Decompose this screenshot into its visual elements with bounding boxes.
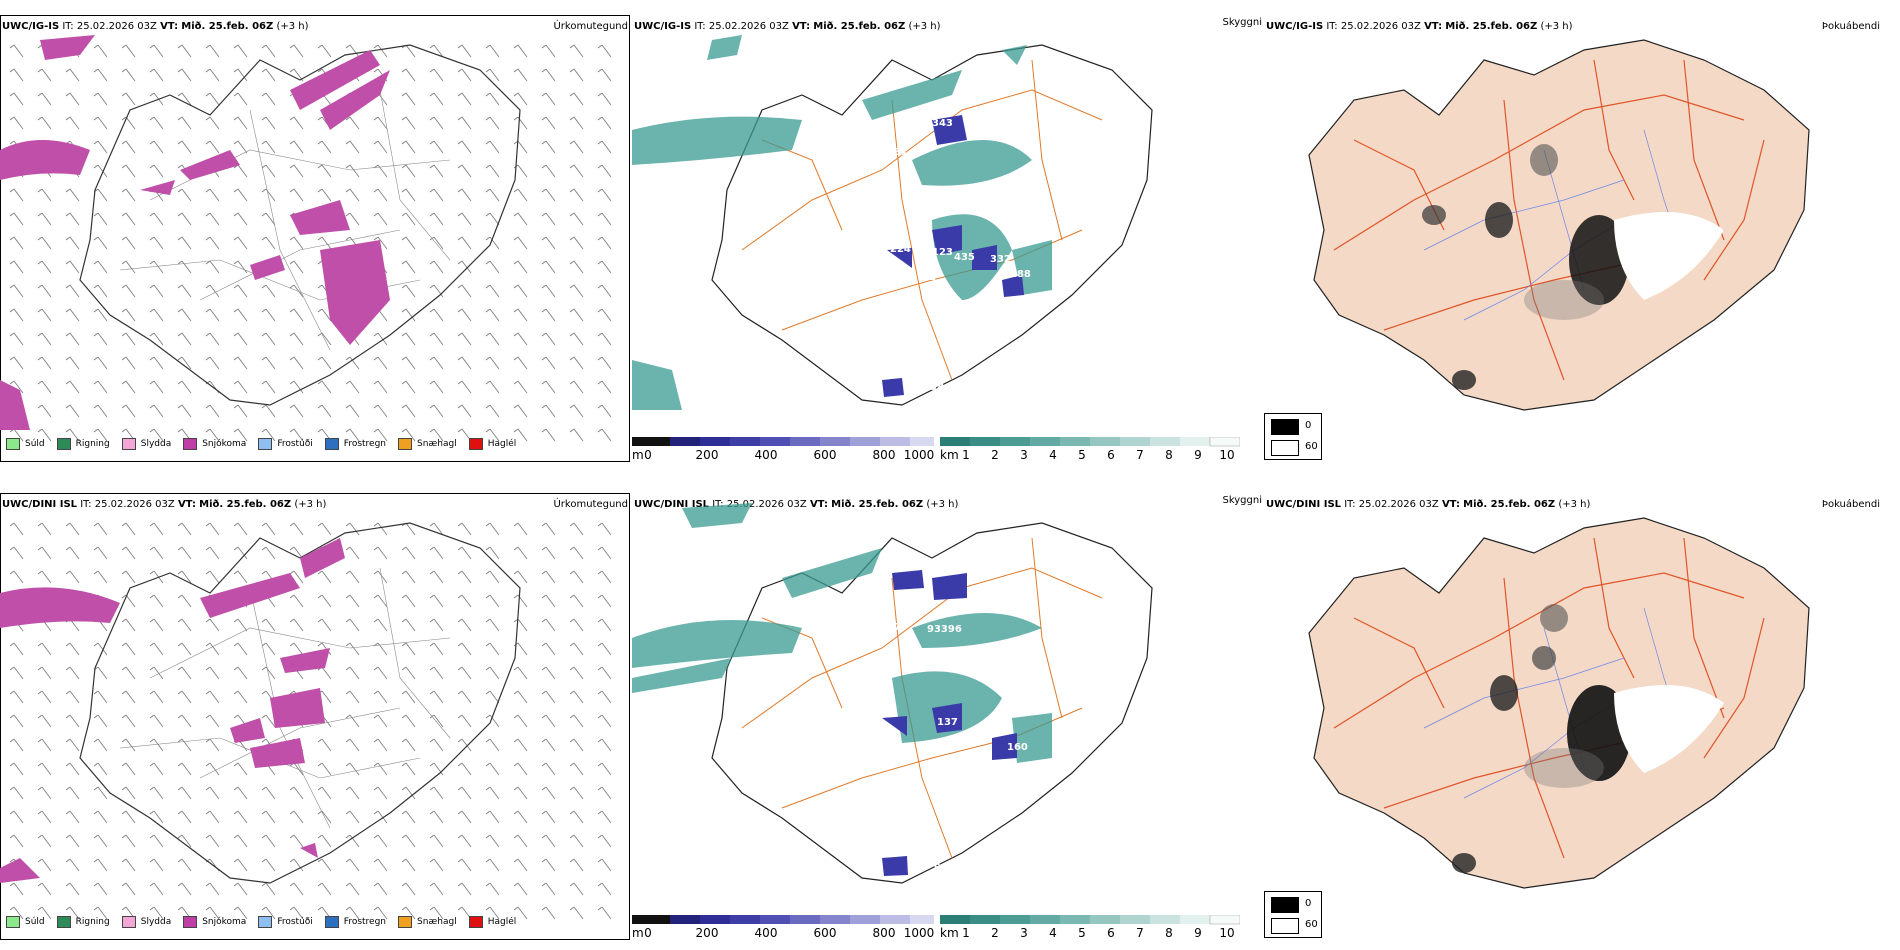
legend-item: Slydda [121, 438, 171, 450]
legend-item: Frostúði [258, 916, 313, 928]
fog-swatch-high [1271, 918, 1299, 934]
visibility-unit: km [940, 926, 959, 940]
ceiling-unit: m [632, 926, 644, 940]
ceiling-label: 173 [950, 188, 971, 199]
precip-type-title: Úrkomutegund [553, 21, 628, 32]
panel-title: UWC/DINI ISL IT: 25.02.2026 03Z VT: Mið.… [1266, 499, 1591, 510]
ceiling-labels: 179 93396 137 160 87 78 38 56 [862, 622, 1028, 871]
precip-type-panel: UWC/IG-IS IT: 25.02.2026 03Z VT: Mið. 25… [0, 0, 632, 470]
legend-item: Slydda [121, 916, 171, 928]
fog-legend: 0 60 [1264, 413, 1322, 460]
ceiling-label: 93396 [927, 624, 962, 635]
ceiling-labels: 343 631 173 224 123 435 332 188 12 98 [887, 118, 1031, 393]
fog-swatch-low [1271, 419, 1299, 435]
legend-item: Rigning [56, 916, 110, 928]
legend-item: Snæhagl [398, 916, 457, 928]
ceiling-label: 631 [887, 147, 908, 158]
visibility-gradient [940, 437, 1240, 447]
ceiling-label: 332 [990, 254, 1011, 265]
fog-panel: UWC/IG-IS IT: 25.02.2026 03Z VT: Mið. 25… [1264, 0, 1900, 470]
ceiling-label: 123 [932, 247, 953, 258]
ceiling-label: 343 [932, 118, 953, 129]
panel-title: UWC/IG-IS IT: 25.02.2026 03Z VT: Mið. 25… [634, 21, 941, 32]
ceiling-gradient [632, 915, 934, 924]
cloud-panel: UWC/IG-IS IT: 25.02.2026 03Z VT: Mið. 25… [632, 0, 1264, 470]
visibility-gradient [940, 915, 1240, 925]
cloud-map: 343 631 173 224 123 435 332 188 12 98 [632, 35, 1153, 410]
precip-map [0, 522, 612, 920]
ceiling-unit: m [632, 448, 644, 462]
ceiling-label: 137 [937, 717, 958, 728]
precip-legend: Súld Rigning Slydda Snjókoma Frostúði Fr… [6, 916, 528, 928]
legend-item: Rigning [56, 438, 110, 450]
map-frame [0, 493, 630, 940]
ceiling-label: 435 [954, 252, 975, 263]
fog-title: Þokuábendi [1821, 499, 1880, 510]
panel-title: UWC/DINI ISL IT: 25.02.2026 03Z VT: Mið.… [2, 499, 327, 510]
ceiling-label: 56 [862, 743, 876, 754]
precip-legend: Súld Rigning Slydda Snjókoma Frostúði Fr… [6, 438, 528, 450]
legend-item: Snæhagl [398, 438, 457, 450]
ceiling-label: 160 [1007, 742, 1028, 753]
cloud-panel: UWC/DINI ISL IT: 25.02.2026 03Z VT: Mið.… [632, 478, 1264, 948]
legend-item: Súld [6, 916, 45, 928]
fog-legend: 0 60 [1264, 891, 1322, 938]
map-frame [0, 15, 630, 462]
legend-item: Frostregn [324, 916, 386, 928]
row-dini-isl: UWC/DINI ISL IT: 25.02.2026 03Z VT: Mið.… [0, 478, 1900, 948]
precip-type-title: Úrkomutegund [553, 499, 628, 510]
panel-title: UWC/DINI ISL IT: 25.02.2026 03Z VT: Mið.… [634, 499, 959, 510]
ceiling-label: 179 [887, 622, 908, 633]
fog-map [1308, 517, 1810, 889]
fog-swatch-high [1271, 440, 1299, 456]
row-ig-is: UWC/IG-IS IT: 25.02.2026 03Z VT: Mið. 25… [0, 0, 1900, 470]
ceiling-label: 38 [922, 746, 936, 757]
cloud-map: 179 93396 137 160 87 78 38 56 [632, 503, 1153, 884]
visibility-title: Skyggni [1222, 495, 1262, 506]
fog-title: Þokuábendi [1821, 21, 1880, 32]
ceiling-label: 12 [922, 272, 936, 283]
visibility-title: Skyggni [1222, 17, 1262, 28]
ceiling-gradient [632, 437, 934, 446]
legend-item: Súld [6, 438, 45, 450]
ceiling-label: 87 [1002, 758, 1016, 769]
precip-type-panel: UWC/DINI ISL IT: 25.02.2026 03Z VT: Mið.… [0, 478, 632, 948]
fog-map [1308, 39, 1810, 411]
panel-title: UWC/IG-IS IT: 25.02.2026 03Z VT: Mið. 25… [2, 21, 309, 32]
legend-item: Frostregn [324, 438, 386, 450]
legend-item: Frostúði [258, 438, 313, 450]
fog-swatch-low [1271, 897, 1299, 913]
legend-item: Snjókoma [183, 438, 246, 450]
precip-map [0, 35, 612, 442]
ceiling-label: 188 [1010, 269, 1031, 280]
legend-item: Haglél [468, 916, 516, 928]
ceiling-label: 224 [890, 244, 911, 255]
panel-title: UWC/IG-IS IT: 25.02.2026 03Z VT: Mið. 25… [1266, 21, 1573, 32]
legend-item: Snjókoma [183, 916, 246, 928]
legend-item: Haglél [468, 438, 516, 450]
visibility-unit: km [940, 448, 959, 462]
fog-panel: UWC/DINI ISL IT: 25.02.2026 03Z VT: Mið.… [1264, 478, 1900, 948]
ceiling-label: 98 [930, 382, 944, 393]
ceiling-label: 78 [927, 860, 941, 871]
